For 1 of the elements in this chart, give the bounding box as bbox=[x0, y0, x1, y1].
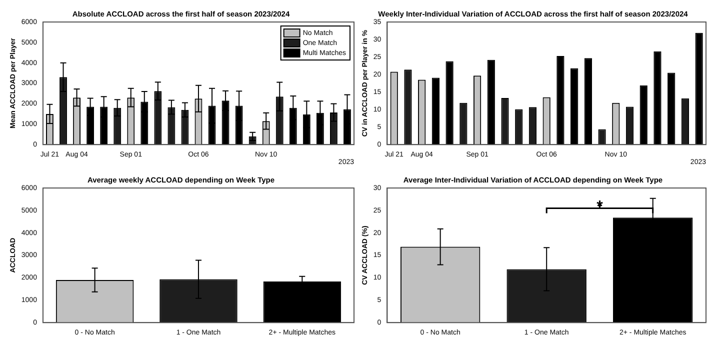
annotation: * bbox=[596, 198, 604, 216]
